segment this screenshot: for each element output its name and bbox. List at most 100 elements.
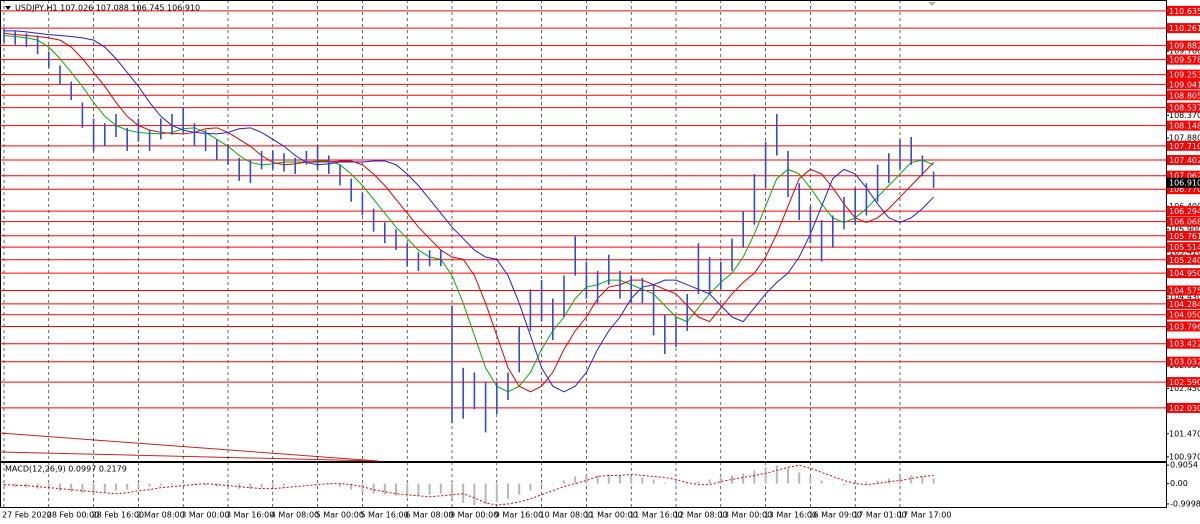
level-label-box [1167, 242, 1200, 253]
level-label: 104.050 [1169, 311, 1200, 320]
macd-bar [137, 483, 140, 488]
x-tick-label: 9 Mar 16:00 [495, 511, 543, 520]
level-label-box [1167, 184, 1200, 195]
level-label-box [1167, 40, 1200, 51]
level-label-box [1167, 120, 1200, 131]
macd-bar [271, 483, 274, 487]
macd-bar [596, 475, 599, 484]
macd-bar [316, 483, 319, 485]
x-tick-label: 28 Feb 16:00 [92, 511, 144, 520]
y-tick-label: 104.430 [1169, 293, 1200, 302]
macd-bar [831, 483, 834, 485]
macd-bar [675, 483, 677, 485]
y-tick-label: 105.900 [1169, 225, 1200, 234]
level-label-box [1167, 285, 1200, 296]
x-tick-label: 17 Mar 17:00 [898, 511, 951, 520]
macd-frame [0, 462, 1167, 508]
macd-bar [719, 477, 722, 484]
x-tick-label: 28 Feb 00:00 [47, 511, 99, 520]
macd-bar [932, 478, 935, 484]
x-tick-label: 17 Mar 01:00 [853, 511, 906, 520]
level-label-box [1167, 79, 1200, 90]
macd-bar [103, 483, 106, 493]
level-label: 107.402 [1169, 156, 1200, 165]
macd-bar [115, 483, 117, 491]
level-label-box [1167, 102, 1200, 113]
macd-bar [854, 483, 857, 485]
current-price-label: 106.910 [1169, 179, 1200, 188]
macd-bar [742, 473, 745, 484]
macd-bar [283, 483, 285, 486]
macd-bar [383, 483, 386, 495]
x-tick-label: 12 Mar 08:00 [674, 511, 727, 520]
main-frame [0, 0, 1167, 462]
level-label: 104.575 [1169, 286, 1200, 295]
macd-bar [865, 481, 868, 484]
macd-y-tick-label: -0.9998 [1170, 499, 1200, 508]
macd-bar [887, 478, 890, 484]
level-label-box [1167, 356, 1200, 367]
moving-average [4, 30, 934, 393]
macd-bar [585, 475, 588, 484]
level-label: 109.578 [1169, 56, 1200, 65]
macd-bar [540, 483, 543, 487]
macd-bar [372, 483, 375, 494]
macd-bar [708, 479, 711, 484]
macd-bar [126, 483, 129, 490]
macd-bar [148, 483, 151, 487]
level-label: 109.882 [1169, 42, 1200, 51]
macd-bar [47, 483, 50, 490]
trend-line [0, 451, 379, 462]
x-tick-label: 5 Mar 16:00 [360, 511, 408, 520]
level-label-box [1167, 23, 1200, 34]
level-label-box [1167, 90, 1200, 101]
macd-bar [159, 483, 162, 486]
macd-bar [395, 483, 397, 496]
level-label-box [1167, 338, 1200, 349]
y-tick-label: 101.470 [1169, 429, 1200, 438]
trend-line [0, 432, 379, 462]
level-label-box [1167, 230, 1200, 241]
macd-bar [921, 476, 924, 484]
level-label: 108.805 [1169, 91, 1200, 100]
macd-bar [495, 483, 498, 502]
chart-title: USDJPY,H1 107.026 107.088 106.745 106.91… [15, 4, 200, 13]
macd-bar [193, 483, 196, 485]
macd-y-tick-label: 0.9054 [1170, 461, 1198, 470]
macd-bar [204, 483, 207, 486]
macd-bar [406, 483, 409, 497]
macd-bar [451, 483, 453, 498]
macd-bar [820, 480, 823, 484]
level-label: 104.950 [1169, 269, 1200, 278]
menu-arrow[interactable] [5, 6, 11, 10]
x-tick-label: 2 Mar 08:00 [136, 511, 184, 520]
level-label: 109.041 [1169, 80, 1200, 89]
y-tick-label: 102.450 [1169, 384, 1200, 393]
macd-y-tick-label: 0.00 [1170, 479, 1188, 488]
level-label-box [1167, 321, 1200, 332]
x-tick-label: 27 Feb 2020 [2, 511, 52, 520]
level-label: 106.294 [1169, 207, 1200, 216]
x-tick-label: 5 Mar 00:00 [316, 511, 364, 520]
x-tick-label: 10 Mar 08:00 [540, 511, 593, 520]
level-label: 103.796 [1169, 322, 1200, 331]
level-label: 107.062 [1169, 172, 1200, 181]
macd-bar [182, 483, 185, 485]
level-label-box [1167, 69, 1200, 80]
macd-bar [14, 483, 17, 487]
x-tick-label: 4 Mar 08:00 [271, 511, 319, 520]
macd-bar [215, 483, 218, 487]
macd-bar [652, 479, 655, 484]
level-label: 106.770 [1169, 185, 1200, 194]
macd-bar [630, 476, 633, 484]
macd-bar [294, 483, 297, 485]
y-tick-label: 107.880 [1169, 133, 1200, 142]
macd-bar [809, 476, 812, 484]
level-label-box [1167, 5, 1200, 16]
level-label: 104.284 [1169, 300, 1200, 309]
macd-bar [798, 472, 801, 484]
macd-bar [563, 480, 565, 484]
x-tick-label: 6 Mar 08:00 [405, 511, 453, 520]
x-tick-label: 13 Mar 00:00 [719, 511, 772, 520]
macd-bar [641, 477, 644, 484]
